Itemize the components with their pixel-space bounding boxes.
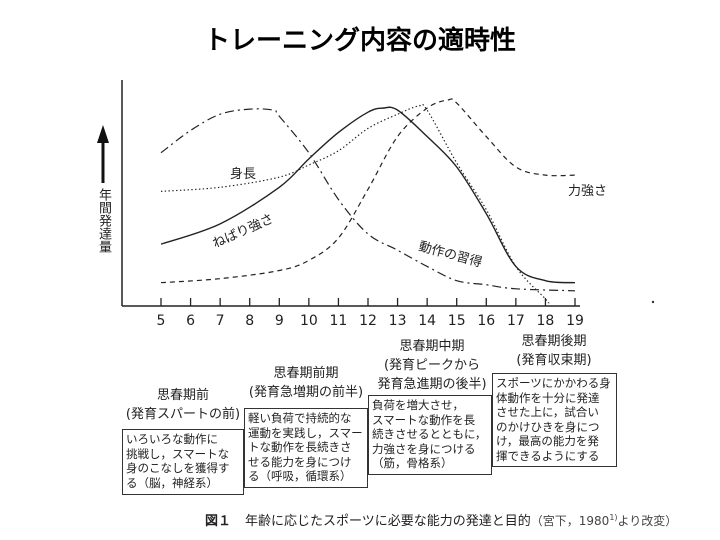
period-sub: 発育急進期の後半) xyxy=(377,377,487,392)
stray-dot xyxy=(651,300,655,304)
box-line: 力強さを身につける xyxy=(372,441,476,456)
period-heading-late-puberty: 思春期後期 (発育収束期) xyxy=(494,332,614,370)
x-tick-label: 11 xyxy=(330,313,348,329)
period-box-early-puberty: 軽い負荷で持続的な 運動を実践し，スマー トな動作を長続きさ せる能力を身につけ… xyxy=(244,408,368,488)
period-heading-mid-puberty: 思春期中期 (発育ピークから 発育急進期の後半) xyxy=(372,337,492,394)
box-line: トな動作を長続きさ xyxy=(248,440,352,454)
x-tick-label: 9 xyxy=(275,313,284,329)
x-tick-label: 10 xyxy=(300,313,318,329)
box-line: させた上に，試合い xyxy=(496,405,599,419)
x-tick-label: 19 xyxy=(566,313,584,329)
series-line-1 xyxy=(160,103,550,304)
box-line: 揮できるようにする xyxy=(496,448,600,463)
period-name: 思春期前 xyxy=(156,388,209,403)
period-sub: (発育スパートの前) xyxy=(125,407,241,422)
box-line: 運動を実践し，スマー xyxy=(248,425,363,440)
period-name: 思春期前期 xyxy=(273,366,339,381)
box-line: 身のこなしを獲得す xyxy=(126,461,230,475)
series-line-3 xyxy=(160,98,576,284)
period-box-prepuberty: いろいろな動作に 挑戦し，スマートな 身のこなしを獲得す る（脳，神経系） xyxy=(122,429,244,495)
series-label-strength: 力強さ xyxy=(568,184,607,199)
period-sub: (発育急増期の前半) xyxy=(248,385,364,400)
box-line: け，最高の能力を発 xyxy=(496,434,599,448)
box-line: る（脳，神経系） xyxy=(126,475,218,490)
box-line: いろいろな動作に xyxy=(126,432,218,446)
period-name: 思春期中期 xyxy=(399,339,465,354)
x-tick-label: 12 xyxy=(359,313,377,329)
box-line: スポーツにかかわる身 xyxy=(496,376,611,390)
x-tick-label: 15 xyxy=(448,313,466,329)
slide-title: トレーニング内容の適時性 xyxy=(203,26,516,56)
figure-caption: 図１ 年齢に応じたスポーツに必要な能力の発達と目的（宮下，19801)より改変） xyxy=(205,510,677,529)
x-tick-label: 16 xyxy=(477,313,495,329)
box-line: 続きさせるとともに， xyxy=(372,427,487,441)
series-line-2 xyxy=(160,108,576,292)
x-tick-label: 13 xyxy=(389,313,407,329)
y-axis-arrow-group xyxy=(97,125,109,183)
caption-source: （宮下，19801)より改変） xyxy=(530,513,678,528)
x-tick-label: 17 xyxy=(507,313,525,329)
box-line: スマートな動作を長 xyxy=(372,412,476,427)
series-line-0 xyxy=(160,106,576,284)
box-line: （筋，骨格系） xyxy=(372,456,453,470)
x-tick-label: 14 xyxy=(418,313,436,329)
source-suffix: より改変） xyxy=(617,514,678,528)
y-axis-label: 年間発達量 xyxy=(96,188,111,253)
box-line: 挑戦し，スマートな xyxy=(126,446,230,461)
x-tick-label: 7 xyxy=(216,313,225,329)
source-ref: 1) xyxy=(609,513,618,522)
source-text: （宮下，1980 xyxy=(530,514,610,528)
period-sub: (発育収束期) xyxy=(516,353,592,368)
box-line: のかけひきを身につ xyxy=(496,419,600,434)
period-sub: (発育ピークから xyxy=(383,358,481,373)
axes xyxy=(121,80,655,307)
period-box-late-puberty: スポーツにかかわる身 体動作を十分に発達 させた上に，試合い のかけひきを身につ… xyxy=(492,373,617,467)
x-tick-label: 5 xyxy=(157,313,166,329)
period-name: 思春期後期 xyxy=(521,334,587,349)
period-heading-prepuberty: 思春期前 (発育スパートの前) xyxy=(123,386,243,424)
x-tick-label: 8 xyxy=(245,313,254,329)
period-box-mid-puberty: 負荷を増大させ， スマートな動作を長 続きさせるとともに， 力強さを身につける … xyxy=(368,395,492,475)
period-heading-early-puberty: 思春期前期 (発育急増期の前半) xyxy=(246,364,366,402)
series-label-height: 身長 xyxy=(230,166,256,182)
x-tick-label: 18 xyxy=(537,313,555,329)
box-line: る（呼吸，循環系） xyxy=(248,469,352,483)
caption-text: 年齢に応じたスポーツに必要な能力の発達と目的 xyxy=(245,514,531,529)
x-tick-label: 6 xyxy=(186,313,195,329)
box-line: 体動作を十分に発達 xyxy=(496,390,600,405)
series-label-endurance: ねばり強さ xyxy=(211,212,276,252)
box-line: せる能力を身につけ xyxy=(248,454,352,469)
box-line: 負荷を増大させ， xyxy=(372,398,464,412)
box-line: 軽い負荷で持続的な xyxy=(248,411,352,425)
arrow-head-icon xyxy=(97,125,109,143)
figure-number: 図１ xyxy=(205,514,232,529)
